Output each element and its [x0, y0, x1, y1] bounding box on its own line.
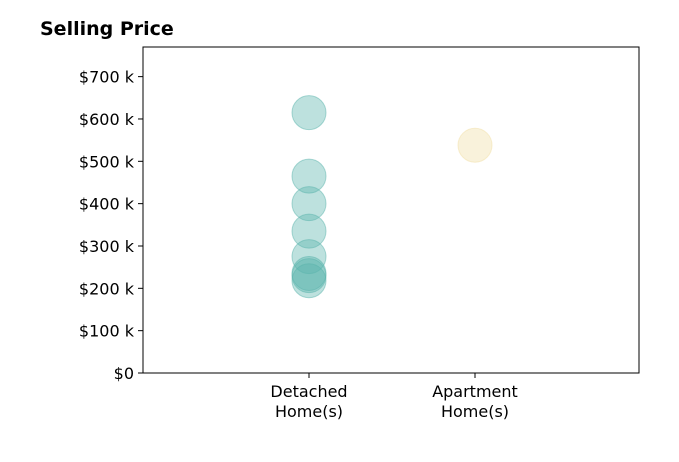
y-tick-label: $0: [114, 364, 134, 383]
x-axis: Detached Home(s) Apartment Home(s): [270, 373, 518, 421]
data-point: [291, 258, 327, 294]
data-point: [291, 263, 327, 299]
chart-title: Selling Price: [40, 18, 174, 40]
y-tick-label: $100 k: [79, 322, 135, 341]
data-points: [291, 95, 493, 299]
y-tick-label: $700 k: [79, 68, 135, 87]
data-point: [457, 127, 493, 163]
data-point: [291, 158, 327, 194]
y-tick-label: $300 k: [79, 237, 135, 256]
y-axis: $0 $100 k $200 k $300 k $400 k $500 k $600 k $7…: [79, 68, 143, 383]
x-tick-label: Apartment Home(s): [432, 382, 518, 421]
x-tick-label: Detached Home(s): [270, 382, 347, 421]
y-tick-label: $200 k: [79, 279, 135, 298]
data-point: [291, 186, 327, 222]
y-tick-label: $500 k: [79, 152, 135, 171]
plot-frame: [142, 46, 640, 374]
data-point: [291, 95, 327, 131]
y-tick-label: $600 k: [79, 110, 135, 129]
data-point: [291, 213, 327, 249]
y-tick-label: $400 k: [79, 195, 135, 214]
